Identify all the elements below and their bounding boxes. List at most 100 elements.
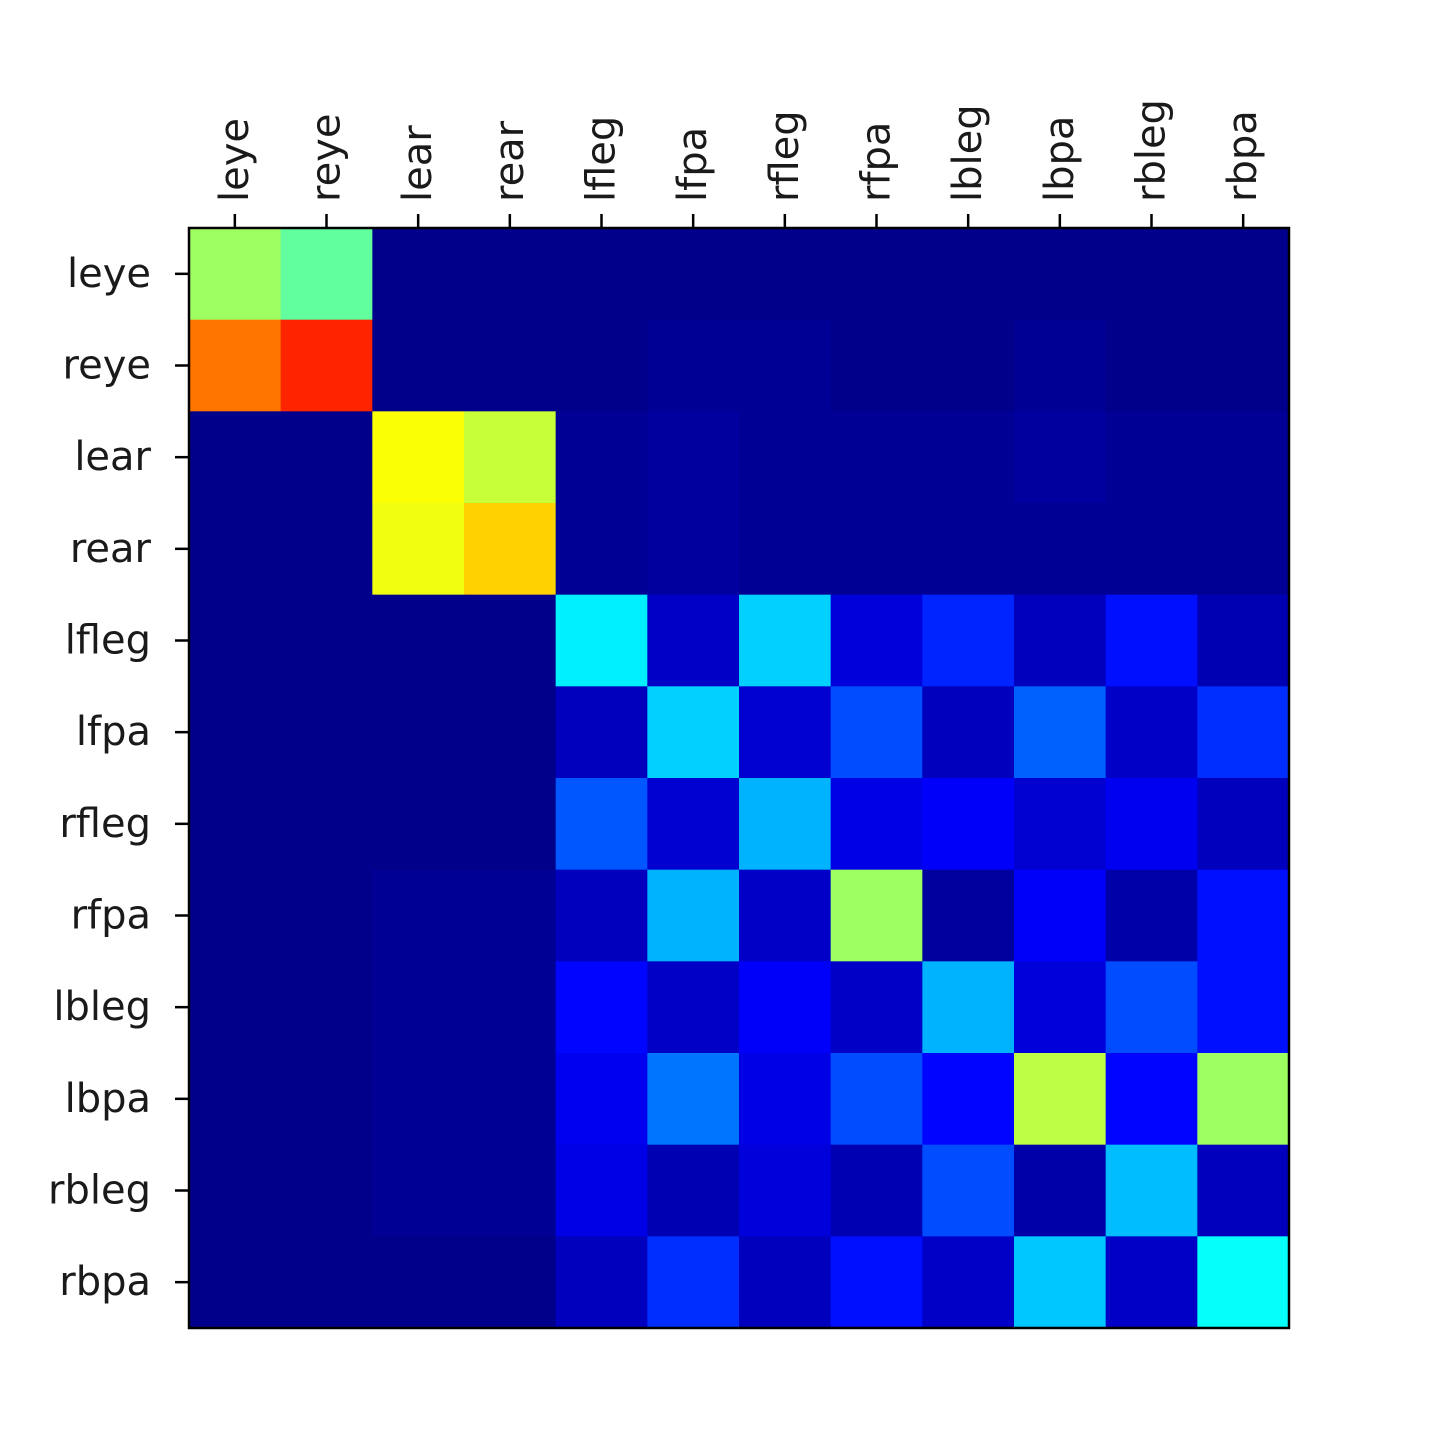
heatmap-cell-rbleg-reye	[280, 1144, 373, 1237]
heatmap-cell-rbleg-lbleg	[922, 1144, 1015, 1237]
heatmap-cell-reye-rfpa	[830, 319, 923, 412]
heatmap-cell-rbleg-lbpa	[1014, 1144, 1107, 1237]
heatmap-cells	[189, 228, 1290, 1329]
heatmap-cell-lear-lfleg	[555, 411, 648, 504]
heatmap-cell-reye-rear	[464, 319, 557, 412]
heatmap-cell-lbpa-lbpa	[1014, 1053, 1107, 1146]
x-tick-label-lfleg: lfleg	[579, 116, 625, 202]
plot-frame	[187, 226, 1291, 1330]
heatmap-cell-lbleg-lfleg	[555, 961, 648, 1054]
heatmap-cell-lfpa-lbleg	[922, 686, 1015, 779]
heatmap-cell-lbpa-leye	[189, 1053, 282, 1146]
x-axis-ticks: leye reye lear rear lfleg lfpa rfleg rfpa lbleg l…	[212, 99, 1266, 228]
heatmap-cell-reye-rfleg	[739, 319, 832, 412]
heatmap-cell-lfpa-lfleg	[555, 686, 648, 779]
heatmap-cell-rbleg-rbleg	[1105, 1144, 1198, 1237]
heatmap-cell-rfleg-rear	[464, 778, 557, 871]
y-tick-label-lear: lear	[74, 434, 151, 480]
heatmap-cell-lbpa-lfpa	[647, 1053, 740, 1146]
heatmap-cell-rear-rfpa	[830, 503, 923, 596]
heatmap-cell-reye-lbleg	[922, 319, 1015, 412]
heatmap-cell-lbpa-rbleg	[1105, 1053, 1198, 1146]
heatmap-cell-lear-leye	[189, 411, 282, 504]
heatmap-cell-rear-lfpa	[647, 503, 740, 596]
heatmap-cell-lbpa-rfpa	[830, 1053, 923, 1146]
heatmap-cell-rear-lfleg	[555, 503, 648, 596]
heatmap-cell-rbleg-lear	[372, 1144, 465, 1237]
heatmap-cell-rbpa-rfleg	[739, 1236, 832, 1329]
heatmap-cell-rfpa-rear	[464, 869, 557, 962]
heatmap-cell-lbpa-rfleg	[739, 1053, 832, 1146]
heatmap-cell-rfpa-rfleg	[739, 869, 832, 962]
x-tick-label-rfleg: rfleg	[762, 110, 808, 202]
heatmap-cell-leye-lfpa	[647, 228, 740, 321]
x-tick-label-lbleg: lbleg	[945, 104, 991, 202]
heatmap-cell-rfleg-rfpa	[830, 778, 923, 871]
heatmap-cell-lear-lbleg	[922, 411, 1015, 504]
y-tick-label-lfpa: lfpa	[76, 709, 151, 755]
heatmap-cell-leye-lbpa	[1014, 228, 1107, 321]
heatmap-cell-rbpa-rbleg	[1105, 1236, 1198, 1329]
heatmap-cell-rfpa-reye	[280, 869, 373, 962]
heatmap-cell-rbleg-lfleg	[555, 1144, 648, 1237]
heatmap-cell-rbpa-rear	[464, 1236, 557, 1329]
heatmap-cell-lfpa-lbpa	[1014, 686, 1107, 779]
heatmap-cell-rfpa-rbpa	[1197, 869, 1290, 962]
x-tick-label-rbpa: rbpa	[1220, 110, 1266, 202]
heatmap-cell-rfleg-rfleg	[739, 778, 832, 871]
y-axis-ticks: leye reye lear rear lfleg lfpa rfleg rfpa lbleg l…	[48, 251, 189, 1305]
y-tick-label-reye: reye	[63, 343, 151, 389]
x-tick-label-rfpa: rfpa	[854, 122, 900, 202]
y-tick-label-lfleg: lfleg	[65, 618, 151, 664]
heatmap-cell-rfleg-rbpa	[1197, 778, 1290, 871]
heatmap-cell-reye-rbleg	[1105, 319, 1198, 412]
heatmap-cell-rbpa-lear	[372, 1236, 465, 1329]
heatmap-cell-lbleg-rfleg	[739, 961, 832, 1054]
heatmap-cell-leye-leye	[189, 228, 282, 321]
heatmap-cell-rbleg-rbpa	[1197, 1144, 1290, 1237]
heatmap-cell-rfpa-rbleg	[1105, 869, 1198, 962]
heatmap-cell-lfpa-rbleg	[1105, 686, 1198, 779]
heatmap-cell-rear-rbleg	[1105, 503, 1198, 596]
heatmap-cell-leye-reye	[280, 228, 373, 321]
heatmap-cell-lbleg-reye	[280, 961, 373, 1054]
heatmap-cell-leye-lfleg	[555, 228, 648, 321]
heatmap-cell-lfpa-rfleg	[739, 686, 832, 779]
heatmap-cell-rfpa-lear	[372, 869, 465, 962]
heatmap-cell-reye-lbpa	[1014, 319, 1107, 412]
heatmap-cell-lfleg-reye	[280, 594, 373, 687]
heatmap-cell-reye-lfleg	[555, 319, 648, 412]
heatmap-cell-rbleg-rfleg	[739, 1144, 832, 1237]
heatmap-cell-leye-lear	[372, 228, 465, 321]
heatmap-cell-leye-rbleg	[1105, 228, 1198, 321]
heatmap-cell-lbleg-rbleg	[1105, 961, 1198, 1054]
heatmap-cell-lbleg-lbleg	[922, 961, 1015, 1054]
heatmap-cell-lbpa-rbpa	[1197, 1053, 1290, 1146]
heatmap-cell-lear-rbleg	[1105, 411, 1198, 504]
heatmap-cell-rfpa-leye	[189, 869, 282, 962]
heatmap-cell-rear-lbleg	[922, 503, 1015, 596]
heatmap-cell-lfleg-rbpa	[1197, 594, 1290, 687]
heatmap-cell-rfpa-lbleg	[922, 869, 1015, 962]
y-tick-label-rfleg: rfleg	[59, 801, 151, 847]
heatmap-cell-rear-rfleg	[739, 503, 832, 596]
heatmap-cell-reye-reye	[280, 319, 373, 412]
heatmap-cell-reye-lear	[372, 319, 465, 412]
x-tick-label-lfpa: lfpa	[670, 127, 716, 202]
heatmap-cell-lbleg-rbpa	[1197, 961, 1290, 1054]
heatmap-cell-lfpa-reye	[280, 686, 373, 779]
heatmap-cell-rbpa-rfpa	[830, 1236, 923, 1329]
heatmap-cell-lbleg-lbpa	[1014, 961, 1107, 1054]
heatmap-cell-leye-lbleg	[922, 228, 1015, 321]
x-tick-label-rbleg: rbleg	[1129, 99, 1175, 202]
y-tick-label-lbpa: lbpa	[65, 1076, 151, 1122]
heatmap-cell-rfleg-rbleg	[1105, 778, 1198, 871]
heatmap-cell-lfpa-rear	[464, 686, 557, 779]
heatmap-cell-rbpa-lfpa	[647, 1236, 740, 1329]
heatmap-cell-rbleg-leye	[189, 1144, 282, 1237]
heatmap-cell-lear-rfpa	[830, 411, 923, 504]
heatmap-cell-lfleg-rfleg	[739, 594, 832, 687]
heatmap-cell-rfleg-leye	[189, 778, 282, 871]
heatmap-cell-rfleg-lear	[372, 778, 465, 871]
